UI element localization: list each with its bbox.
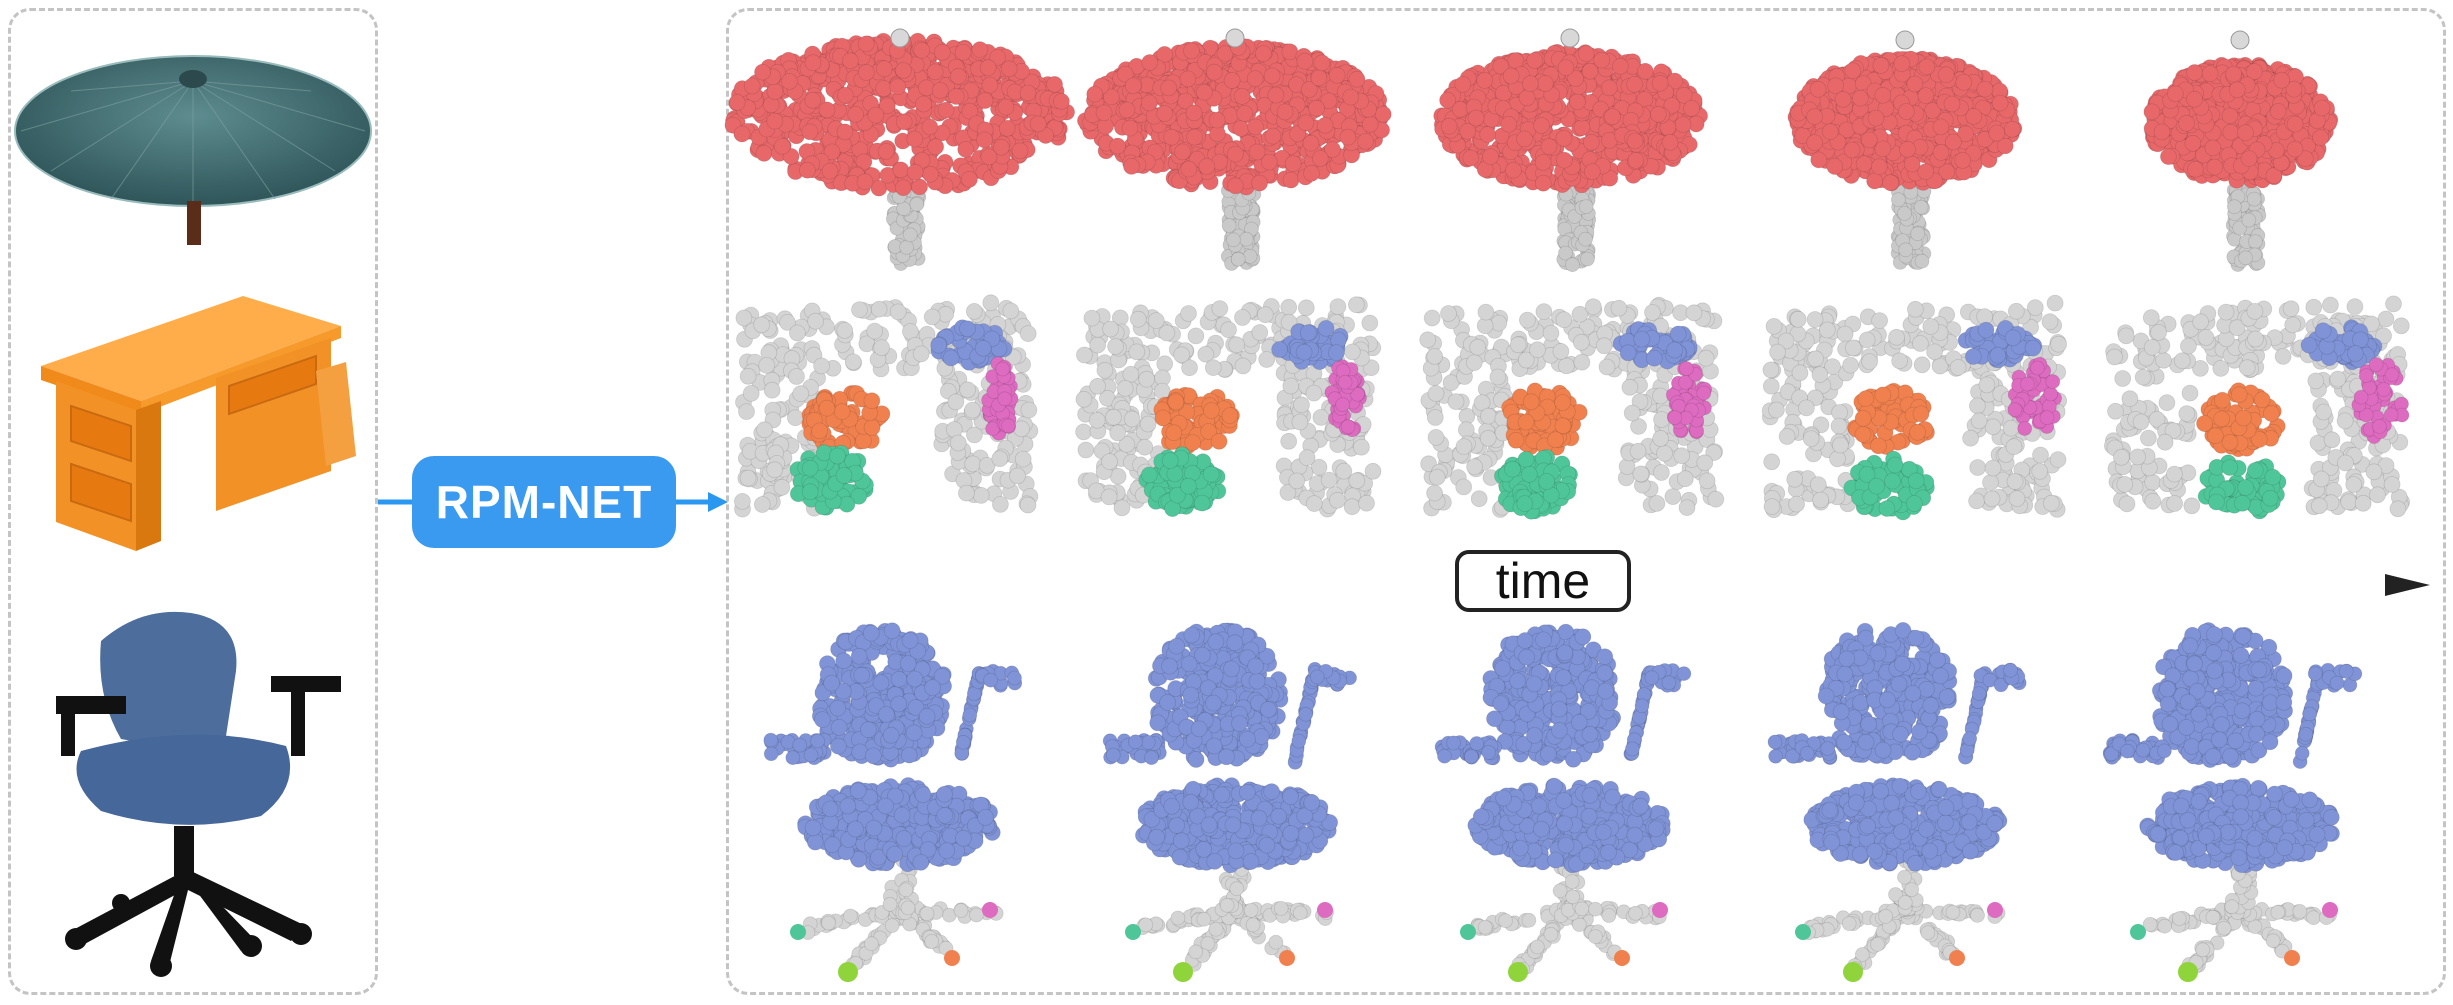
input-chair-image [56,611,341,977]
input-desk-image [41,296,356,551]
chair-frame-3 [1434,623,1692,982]
umbrella-frame-5 [2143,30,2339,272]
umbrella-frame-4 [1787,30,2023,271]
desk-frame-3 [1419,296,1725,520]
input-panel [8,8,378,995]
chair-frame-2 [1102,622,1358,982]
chair-frame-4 [1767,621,2027,982]
umbrella-frame-3 [1433,28,1709,273]
desk-frame-2 [1075,296,1382,518]
desk-frame-4 [1761,294,2068,521]
input-umbrella-image [14,55,372,245]
rpm-net-label: RPM-NET [412,456,676,548]
desk-frame-5 [2103,295,2411,520]
chair-frame-5 [2102,622,2363,982]
umbrella-frame-2 [1076,28,1392,271]
umbrella-frame-1 [724,28,1076,272]
output-sequence-panel [726,8,2446,995]
chair-frame-1 [763,622,1023,982]
desk-frame-1 [733,294,1039,518]
time-label: time [1455,550,1631,612]
